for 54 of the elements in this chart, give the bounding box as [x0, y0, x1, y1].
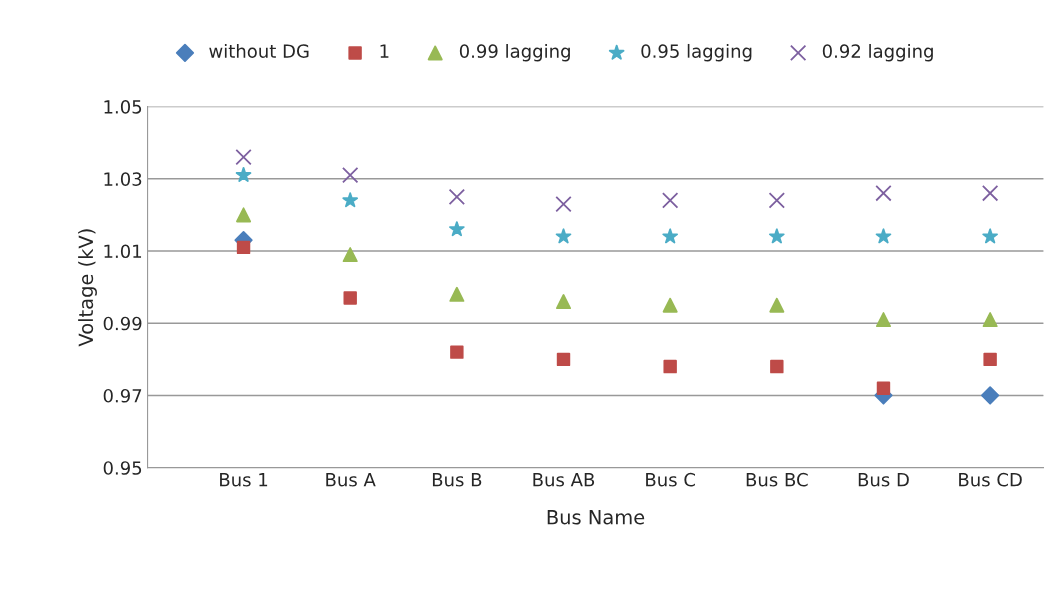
y-tick-label: 0.97 [103, 388, 142, 403]
point [449, 286, 465, 302]
x-tick-label: Bus CD [959, 472, 1022, 487]
y-tick-label: 1.03 [104, 172, 142, 186]
x-tick-label: Bus D [858, 473, 909, 487]
point [556, 294, 572, 310]
legend-label: 0.92 lagging [822, 43, 933, 62]
point [661, 192, 679, 209]
y-tick-label: 0.99 [103, 316, 142, 331]
y-tick-label: 0.95 [103, 461, 142, 475]
point [875, 228, 892, 244]
x-axis-title: Bus Name [547, 510, 645, 525]
point [235, 166, 252, 182]
point [662, 228, 678, 244]
point [556, 352, 571, 367]
point [450, 345, 464, 359]
point [983, 352, 997, 367]
x-tick-label: Bus B [432, 473, 482, 487]
point [235, 148, 252, 166]
point [342, 247, 358, 263]
legend-label: 0.95 lagging [641, 43, 752, 62]
point [875, 185, 892, 202]
point [876, 381, 891, 395]
point [981, 386, 1000, 405]
point [662, 297, 678, 313]
point [770, 359, 784, 374]
point [982, 228, 998, 244]
point [343, 291, 357, 305]
point [555, 195, 572, 213]
y-axis-title: Voltage (kV) [78, 229, 97, 347]
x-tick-label: Bus C [646, 472, 695, 487]
point [981, 185, 999, 202]
point [555, 228, 572, 244]
legend-label: 1 [380, 44, 389, 58]
x-tick-label: Bus BC [746, 472, 808, 487]
legend-label: without DG [209, 43, 309, 58]
legend-label: 0.99 lagging [459, 43, 570, 62]
point [768, 228, 785, 244]
point [236, 207, 252, 223]
x-tick-label: Bus AB [533, 473, 595, 487]
point [875, 312, 891, 328]
point [768, 192, 786, 209]
y-tick-label: 1.05 [104, 100, 142, 114]
x-tick-label: Bus 1 [220, 473, 268, 487]
point [982, 312, 998, 328]
point [449, 221, 465, 237]
point [342, 166, 359, 184]
point [663, 359, 677, 374]
point [769, 297, 785, 313]
point [448, 188, 466, 206]
point [342, 192, 359, 208]
x-tick-label: Bus A [326, 473, 376, 487]
point [236, 240, 251, 255]
y-tick-label: 1.01 [104, 244, 142, 259]
